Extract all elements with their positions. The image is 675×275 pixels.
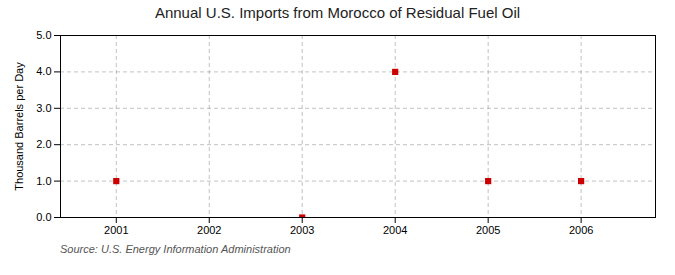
svg-text:2003: 2003 [290,224,314,236]
svg-text:4.0: 4.0 [36,65,51,77]
html-text:Source: U.S. Energy Informatio: Source: U.S. Energy Information Administ… [60,243,291,255]
svg-text:2004: 2004 [383,224,407,236]
svg-text:2002: 2002 [197,224,221,236]
svg-text:1.0: 1.0 [36,175,51,187]
svg-text:2005: 2005 [476,224,500,236]
svg-text:0.0: 0.0 [36,211,51,223]
svg-text:2.0: 2.0 [36,138,51,150]
html-text:Annual U.S. Imports from Moroc: Annual U.S. Imports from Morocco of Resi… [154,4,521,21]
svg-text:2006: 2006 [569,224,593,236]
svg-text:Thousand Barrels per Day: Thousand Barrels per Day [13,62,25,191]
svg-text:2001: 2001 [104,224,128,236]
svg-text:3.0: 3.0 [36,102,51,114]
svg-text:5.0: 5.0 [36,29,51,41]
